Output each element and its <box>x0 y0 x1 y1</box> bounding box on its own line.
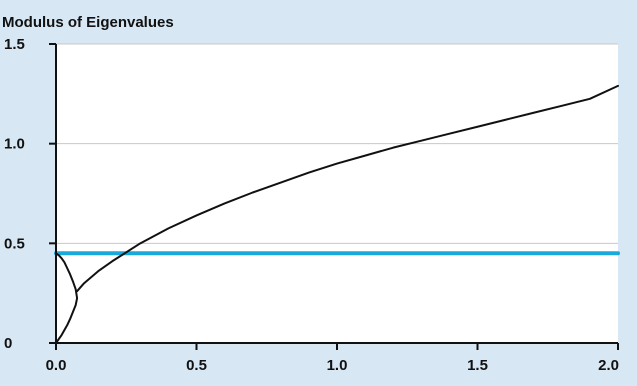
y-tick-label: 0.5 <box>4 235 25 252</box>
y-tick-label: 1.5 <box>4 36 25 53</box>
chart-title: Modulus of Eigenvalues <box>2 14 174 31</box>
plot-area <box>56 44 618 343</box>
x-tick-label: 2.0 <box>598 357 619 374</box>
eigenvalue-curve-series-2 <box>76 84 619 293</box>
eigenvalue-curve-series-1 <box>55 252 79 344</box>
x-tick-label: 1.5 <box>467 357 488 374</box>
x-tick-label: 0.5 <box>186 357 207 374</box>
y-tick-label: 1.0 <box>4 136 25 153</box>
grid-lines <box>56 43 618 244</box>
x-tick-label: 1.0 <box>327 357 348 374</box>
y-tick-label: 0 <box>4 335 12 352</box>
x-tick-label: 0.0 <box>46 357 67 374</box>
axis-ticks: 0 0.5 1.0 1.5 0.0 0.5 1.0 1.5 2.0 <box>4 36 619 374</box>
series-group <box>54 84 620 344</box>
